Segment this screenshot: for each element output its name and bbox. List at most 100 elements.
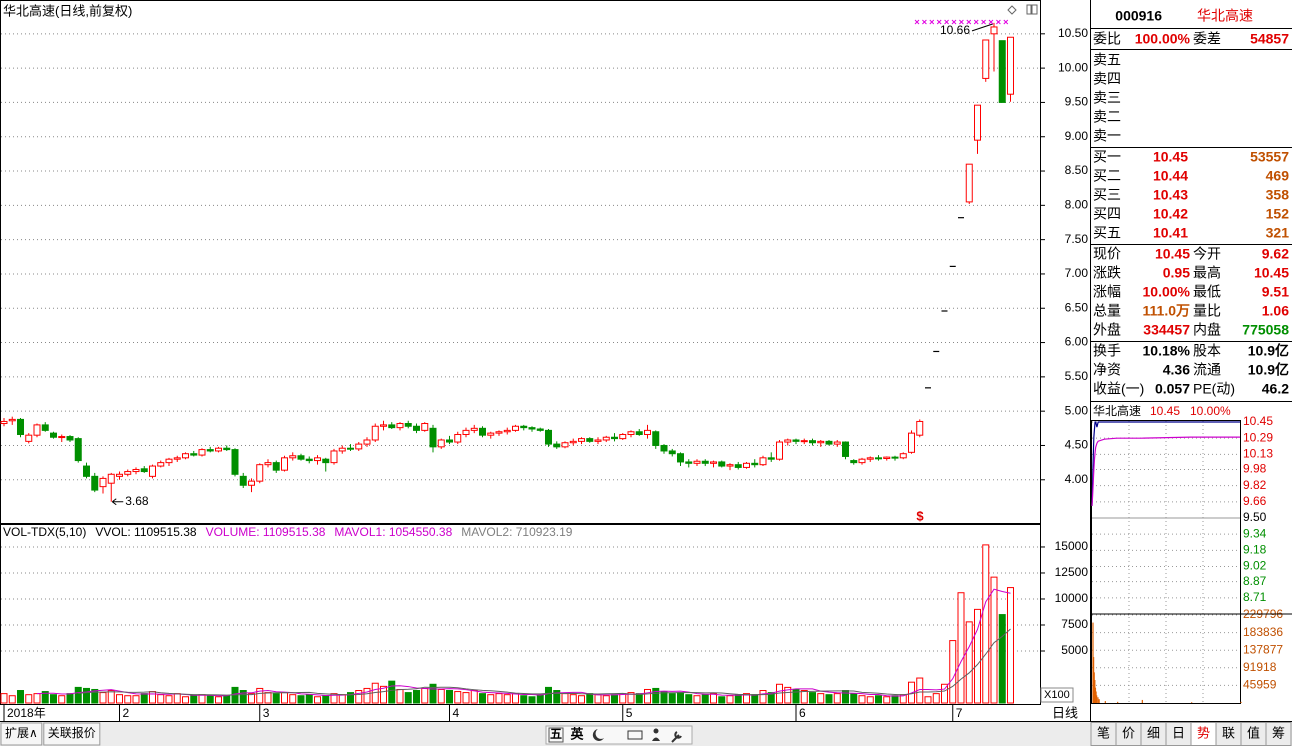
side-tab-label[interactable]: 势 — [1197, 725, 1210, 740]
ask-label: 卖三 — [1093, 90, 1121, 106]
volume-bar — [528, 696, 536, 704]
period-label[interactable]: 日线 — [1052, 705, 1078, 720]
candle-body — [470, 427, 478, 431]
volume-bar — [215, 696, 222, 704]
side-tab-label[interactable]: 筹 — [1272, 725, 1285, 740]
candle-body — [660, 444, 668, 452]
limit-marker — [981, 19, 986, 25]
stat-label: 收益(一) — [1093, 381, 1144, 397]
volume-bar — [561, 693, 569, 704]
moving-average — [36, 588, 1011, 697]
volume-bar — [553, 690, 561, 704]
bid-price: 10.43 — [1153, 187, 1188, 203]
candle-body — [668, 450, 676, 455]
side-tab-label[interactable]: 细 — [1147, 725, 1160, 740]
toolbar-label[interactable]: 英 — [569, 726, 584, 741]
candle-body — [553, 443, 561, 448]
candle-body — [50, 432, 57, 438]
volume-bar — [33, 693, 41, 704]
volume-bar — [701, 694, 709, 704]
stat-value: 111.0万 — [1143, 303, 1191, 319]
candle-body — [512, 425, 519, 431]
y-tick-label: 183836 — [1243, 625, 1283, 639]
side-tab-label[interactable]: 价 — [1122, 725, 1135, 740]
y-tick-label: 4.00 — [1065, 472, 1089, 486]
volume-bar — [140, 693, 148, 704]
intraday-title: 10.00% — [1190, 404, 1231, 418]
volume-bar — [248, 693, 255, 704]
stat-label: 量比 — [1193, 303, 1221, 319]
candle-body — [776, 441, 783, 460]
volume-bar — [982, 544, 990, 704]
y-tick-label: 137877 — [1243, 642, 1283, 656]
unit-box — [1040, 687, 1074, 703]
side-tab-label[interactable]: 联 — [1222, 725, 1235, 740]
candle-body — [536, 428, 544, 431]
candle-body — [1007, 36, 1014, 95]
tab[interactable] — [43, 722, 101, 746]
candle-body — [487, 432, 495, 436]
signal-marker: $ — [916, 508, 924, 523]
candle-body — [124, 471, 132, 475]
volume-bar — [388, 680, 396, 704]
y-tick-label: 9.98 — [1243, 462, 1267, 476]
volume-bar — [206, 695, 214, 704]
y-tick-label: 5.00 — [1065, 403, 1089, 417]
stat-label: 内盘 — [1193, 322, 1221, 338]
tab-label[interactable]: 关联报价 — [48, 725, 96, 740]
candle-body — [743, 462, 750, 468]
candle-body — [858, 458, 866, 464]
candle-body — [198, 449, 206, 456]
user-icon[interactable] — [653, 728, 659, 734]
ratio-label: 委比 — [1093, 31, 1121, 47]
candle-body — [41, 424, 49, 431]
window-title: 华北高速(日线,前复权) — [3, 3, 132, 18]
candle-body — [792, 439, 800, 442]
candle-body — [173, 457, 181, 460]
candle-body — [182, 453, 189, 459]
candle-body — [503, 429, 511, 433]
y-tick-label: 10.50 — [1058, 26, 1088, 40]
side-tab-label[interactable]: 笔 — [1097, 725, 1110, 740]
volume-bar — [107, 690, 115, 704]
side-tab-label[interactable]: 值 — [1247, 725, 1260, 740]
volume-bar — [421, 687, 429, 704]
candle-body — [842, 441, 849, 457]
candle-body — [899, 453, 907, 459]
limit-marker — [966, 19, 972, 25]
x-tick-label: 7 — [956, 706, 963, 720]
candle-body — [404, 423, 412, 427]
ratio-value: 100.00% — [1135, 31, 1191, 47]
y-tick-label: 5000 — [1061, 643, 1088, 657]
volume-bar — [41, 691, 49, 704]
side-tab-label[interactable]: 日 — [1172, 725, 1185, 740]
moon-icon[interactable] — [592, 729, 604, 741]
candle-body — [520, 425, 528, 429]
volume-bar — [635, 693, 643, 704]
volume-bar — [83, 687, 90, 704]
candle-body — [586, 438, 594, 442]
volume-bar — [520, 695, 528, 704]
volume-bar — [743, 693, 750, 704]
frame — [0, 0, 1292, 722]
ratio-label: 委差 — [1193, 31, 1221, 47]
bid-label: 买五 — [1093, 225, 1121, 241]
stat-label: 净资 — [1093, 362, 1121, 378]
candle-body — [569, 440, 577, 444]
panel-icons — [1007, 4, 1038, 15]
wrench-icon[interactable] — [671, 731, 682, 743]
intraday-line — [1091, 421, 1240, 506]
candle-body — [149, 465, 156, 477]
candle-body — [74, 438, 82, 462]
y-tick-label: 5.50 — [1065, 369, 1089, 383]
tab-label[interactable]: 扩展∧ — [5, 726, 38, 740]
candle-body — [231, 449, 239, 475]
toolbar-label[interactable]: 五 — [550, 727, 562, 741]
candle-body — [635, 431, 643, 435]
candle-body — [396, 423, 404, 429]
keyboard-icon[interactable] — [627, 730, 643, 740]
volume-bar — [132, 695, 140, 704]
toolbar — [545, 725, 693, 745]
tab[interactable] — [0, 722, 43, 746]
limit-marker — [922, 19, 927, 25]
